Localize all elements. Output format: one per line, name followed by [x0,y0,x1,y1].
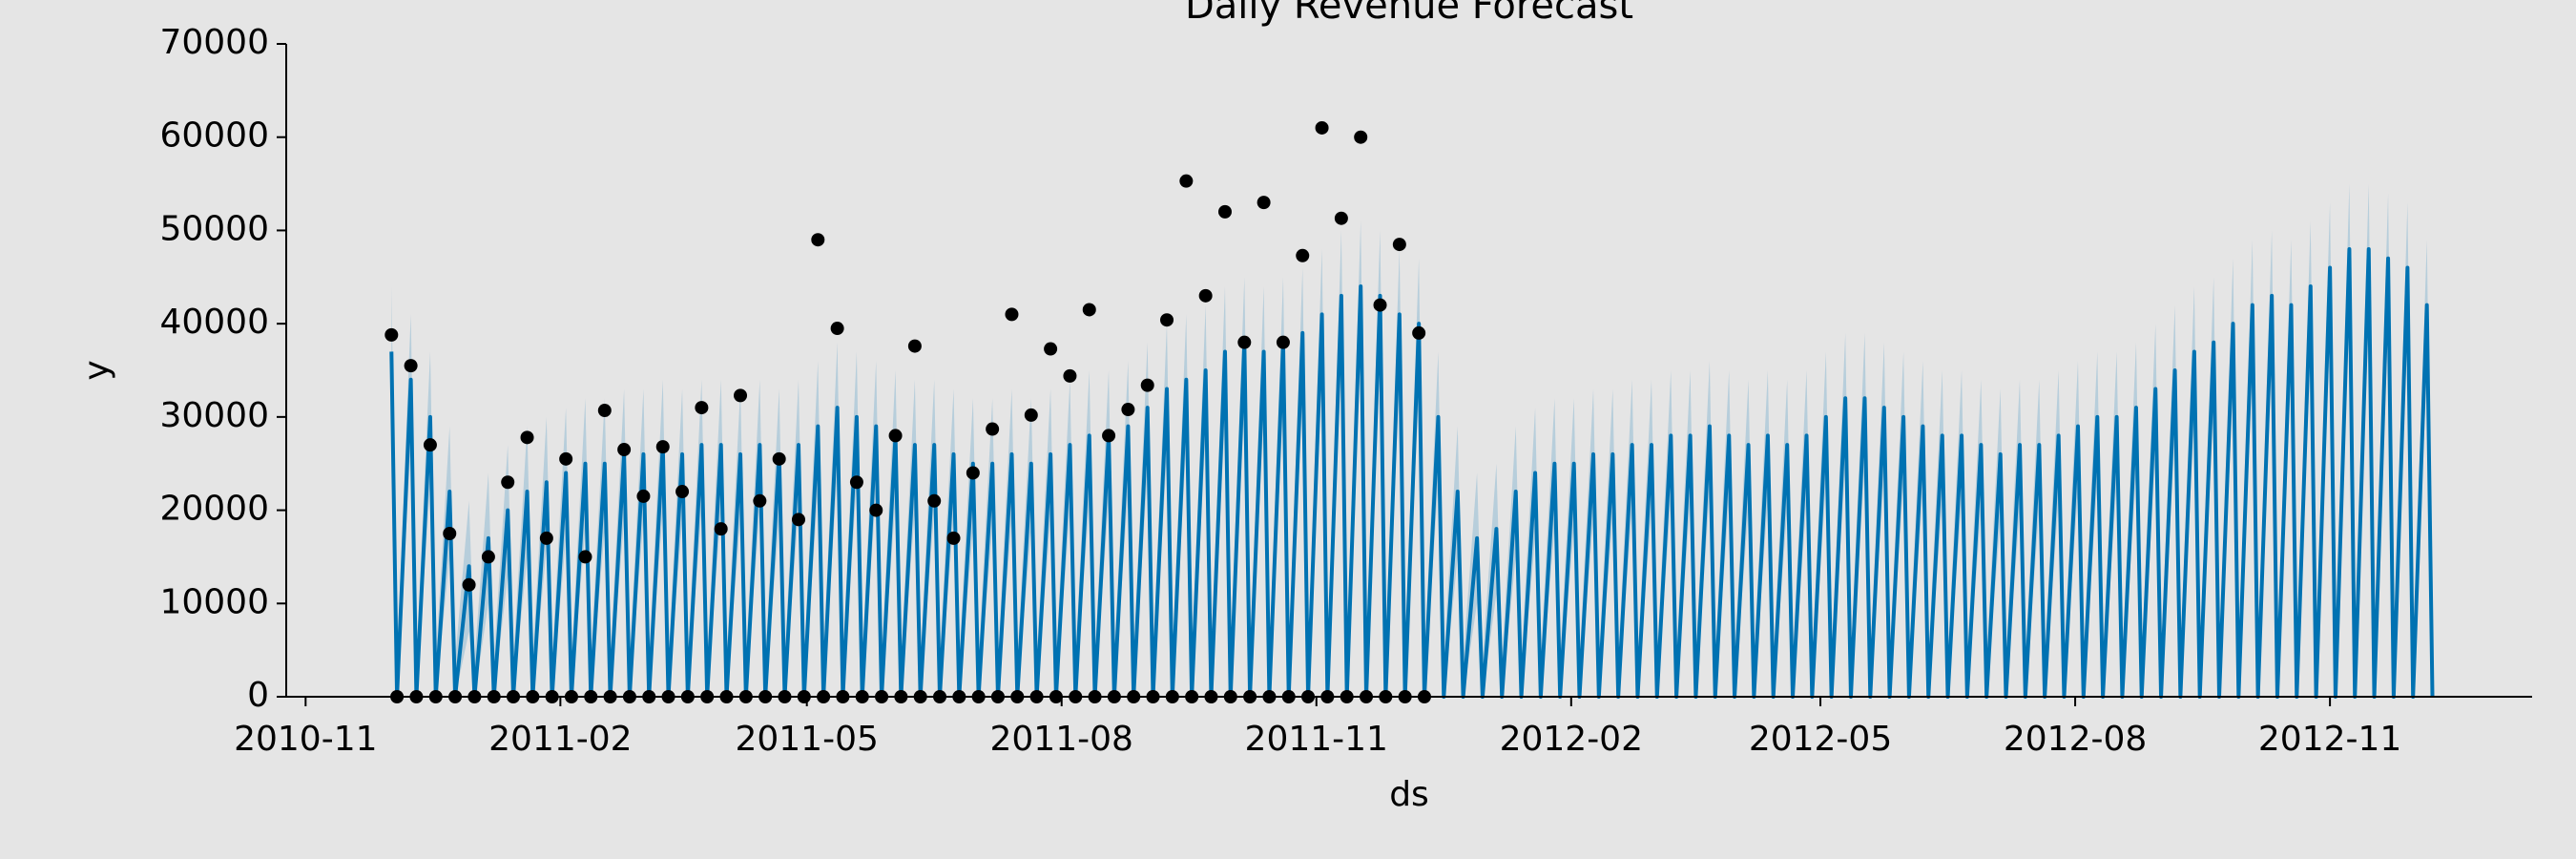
observed-point [1198,288,1213,303]
observed-point [481,550,495,564]
x-tick-label: 2011-02 [488,720,632,759]
y-tick-label: 70000 [159,23,269,62]
observed-point [404,359,418,373]
y-tick-label: 40000 [159,303,269,342]
x-tick-label: 2011-11 [1245,720,1388,759]
observed-point [1257,196,1271,210]
forecast-band [391,183,2433,697]
y-tick-label: 0 [247,676,269,715]
x-tick-label: 2012-02 [1500,720,1643,759]
observed-point [888,429,903,443]
observed-point [384,327,399,342]
observed-point [1082,303,1096,317]
observed-point [1354,130,1368,144]
observed-point [927,493,942,508]
observed-point [578,550,592,564]
observed-point [772,451,786,466]
observed-point [791,513,805,527]
observed-point [655,440,670,454]
observed-point [811,233,825,247]
observed-point [830,322,844,336]
observed-point [1296,248,1310,262]
observed-point [1005,307,1019,322]
x-tick-label: 2011-08 [990,720,1133,759]
observed-point [946,531,961,545]
y-tick-label: 50000 [159,209,269,248]
y-tick-label: 20000 [159,490,269,529]
observed-point [675,485,690,499]
observed-point [734,388,748,403]
x-tick-label: 2012-05 [1749,720,1892,759]
observed-point [869,503,883,517]
observed-point [597,404,612,418]
observed-point [1412,325,1426,340]
observed-point [617,443,632,457]
x-tick-label: 2010-11 [234,720,377,759]
y-tick-label: 10000 [159,582,269,621]
observed-point [753,493,767,508]
observed-point [986,422,1000,436]
observed-point [520,430,534,445]
y-tick-label: 60000 [159,116,269,156]
observed-point [1024,408,1038,422]
observed-point [1217,204,1232,219]
x-tick-label: 2012-08 [2004,720,2147,759]
observed-point [1160,313,1174,327]
x-tick-label: 2012-11 [2258,720,2401,759]
observed-point [714,522,728,536]
observed-point [1373,298,1387,312]
x-axis-label: ds [1389,775,1429,814]
observed-point [1063,368,1077,383]
observed-point [1334,211,1348,225]
observed-point [907,339,922,353]
y-axis-label: y [77,360,116,380]
observed-point [849,475,863,490]
observed-point [1102,429,1116,443]
observed-point [1276,335,1290,349]
observed-point [1237,335,1252,349]
observed-point [1179,174,1194,188]
observed-point [423,438,437,452]
x-tick-label: 2011-05 [735,720,878,759]
observed-point [695,401,709,415]
forecast-line [389,246,2435,699]
observed-point [1044,342,1058,356]
chart-title: Daily Revenue Forecast [1185,0,1633,28]
observed-point [443,527,457,540]
observed-point [636,489,651,503]
observed-point [501,475,515,490]
observed-point [462,577,476,592]
observed-point [1121,403,1135,417]
y-tick-label: 30000 [159,396,269,435]
observed-point [1315,120,1329,135]
observed-point [559,451,573,466]
observed-point [1140,378,1154,392]
observed-point [1392,238,1406,252]
observed-point [539,531,553,545]
observed-point [966,466,980,480]
